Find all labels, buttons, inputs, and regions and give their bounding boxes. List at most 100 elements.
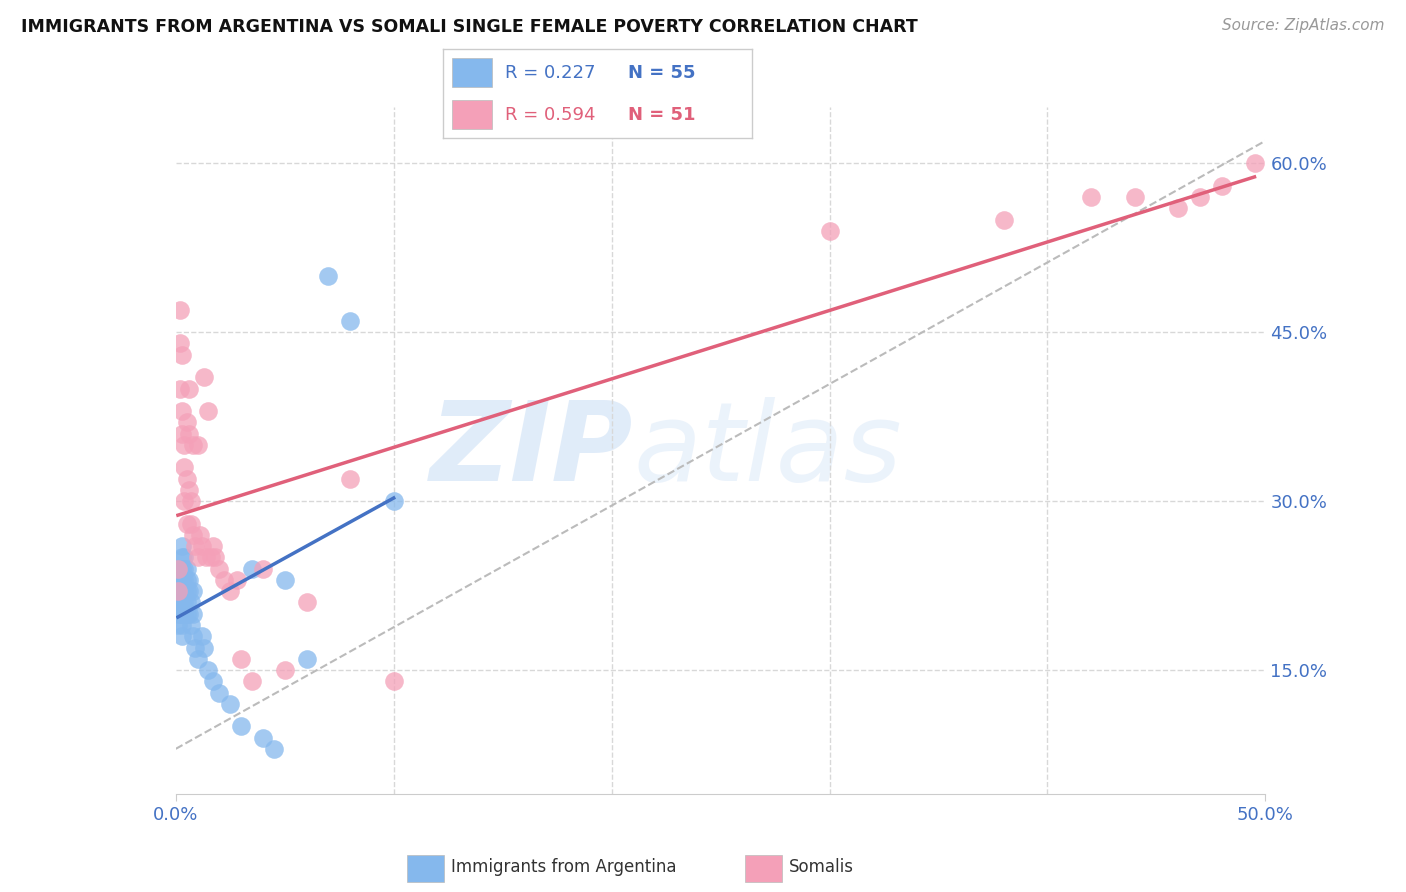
Point (188, 528, 211, 542)
Point (177, 573, 200, 587)
Point (169, 584, 191, 599)
Point (184, 539, 207, 553)
Point (200, 550, 222, 565)
Point (193, 640, 215, 655)
Point (195, 550, 218, 565)
Point (172, 618, 194, 632)
Point (1243, 156, 1265, 170)
Point (180, 516, 202, 531)
Point (339, 314, 361, 328)
Point (181, 438, 204, 452)
Point (1080, 190, 1102, 204)
Point (177, 426, 200, 441)
Point (177, 483, 200, 497)
Point (318, 268, 340, 283)
Point (181, 528, 204, 542)
Point (167, 607, 190, 621)
Point (295, 652, 318, 666)
Point (382, 674, 405, 689)
Point (252, 562, 274, 576)
Point (172, 584, 194, 599)
Point (180, 494, 202, 508)
Point (173, 460, 195, 475)
Point (274, 573, 297, 587)
Point (1123, 190, 1146, 204)
Point (167, 618, 190, 632)
Point (176, 415, 198, 429)
Point (176, 573, 198, 587)
Point (274, 663, 297, 677)
Text: ZIP: ZIP (430, 397, 633, 504)
Point (172, 573, 194, 587)
Point (186, 550, 209, 565)
Point (180, 595, 202, 609)
Point (295, 595, 318, 609)
Point (176, 607, 198, 621)
Point (177, 382, 200, 396)
Point (219, 584, 242, 599)
Text: IMMIGRANTS FROM ARGENTINA VS SOMALI SINGLE FEMALE POVERTY CORRELATION CHART: IMMIGRANTS FROM ARGENTINA VS SOMALI SING… (21, 18, 918, 36)
FancyBboxPatch shape (408, 855, 444, 881)
Point (181, 629, 204, 643)
Point (176, 516, 198, 531)
Point (208, 685, 231, 699)
Point (263, 742, 285, 756)
Point (181, 584, 204, 599)
Point (167, 573, 190, 587)
Point (191, 539, 214, 553)
Point (197, 404, 219, 418)
Point (231, 719, 253, 733)
Point (197, 663, 219, 677)
FancyBboxPatch shape (745, 855, 782, 881)
Point (169, 562, 191, 576)
Point (240, 674, 263, 689)
Point (184, 640, 207, 655)
Point (382, 494, 405, 508)
Point (181, 607, 204, 621)
FancyBboxPatch shape (453, 100, 492, 129)
Text: Source: ZipAtlas.com: Source: ZipAtlas.com (1222, 18, 1385, 33)
Text: R = 0.594: R = 0.594 (505, 105, 595, 124)
FancyBboxPatch shape (453, 58, 492, 87)
Point (173, 607, 195, 621)
Point (169, 336, 191, 351)
Point (1189, 190, 1212, 204)
Point (231, 652, 253, 666)
Text: R = 0.227: R = 0.227 (505, 63, 595, 82)
Point (167, 584, 190, 599)
Point (173, 438, 195, 452)
Point (193, 370, 215, 384)
Point (169, 607, 191, 621)
Point (172, 539, 194, 553)
Text: Immigrants from Argentina: Immigrants from Argentina (451, 858, 676, 877)
Point (993, 212, 1015, 227)
Point (240, 562, 263, 576)
Point (167, 595, 190, 609)
Point (208, 562, 231, 576)
Point (173, 573, 195, 587)
Point (169, 573, 191, 587)
Point (176, 595, 198, 609)
Point (176, 472, 198, 486)
Point (339, 472, 361, 486)
Point (225, 573, 247, 587)
Point (172, 607, 194, 621)
Point (252, 731, 274, 745)
Point (180, 618, 202, 632)
Point (177, 607, 200, 621)
Point (172, 595, 194, 609)
Point (172, 426, 194, 441)
Point (177, 584, 200, 599)
Point (172, 562, 194, 576)
Point (172, 629, 194, 643)
Point (212, 573, 235, 587)
Text: Somalis: Somalis (789, 858, 853, 877)
Point (173, 562, 195, 576)
Point (191, 629, 214, 643)
Point (818, 224, 841, 238)
Text: N = 55: N = 55 (628, 63, 696, 82)
Point (173, 584, 195, 599)
Point (186, 652, 209, 666)
Point (1211, 178, 1233, 193)
Point (219, 697, 242, 711)
